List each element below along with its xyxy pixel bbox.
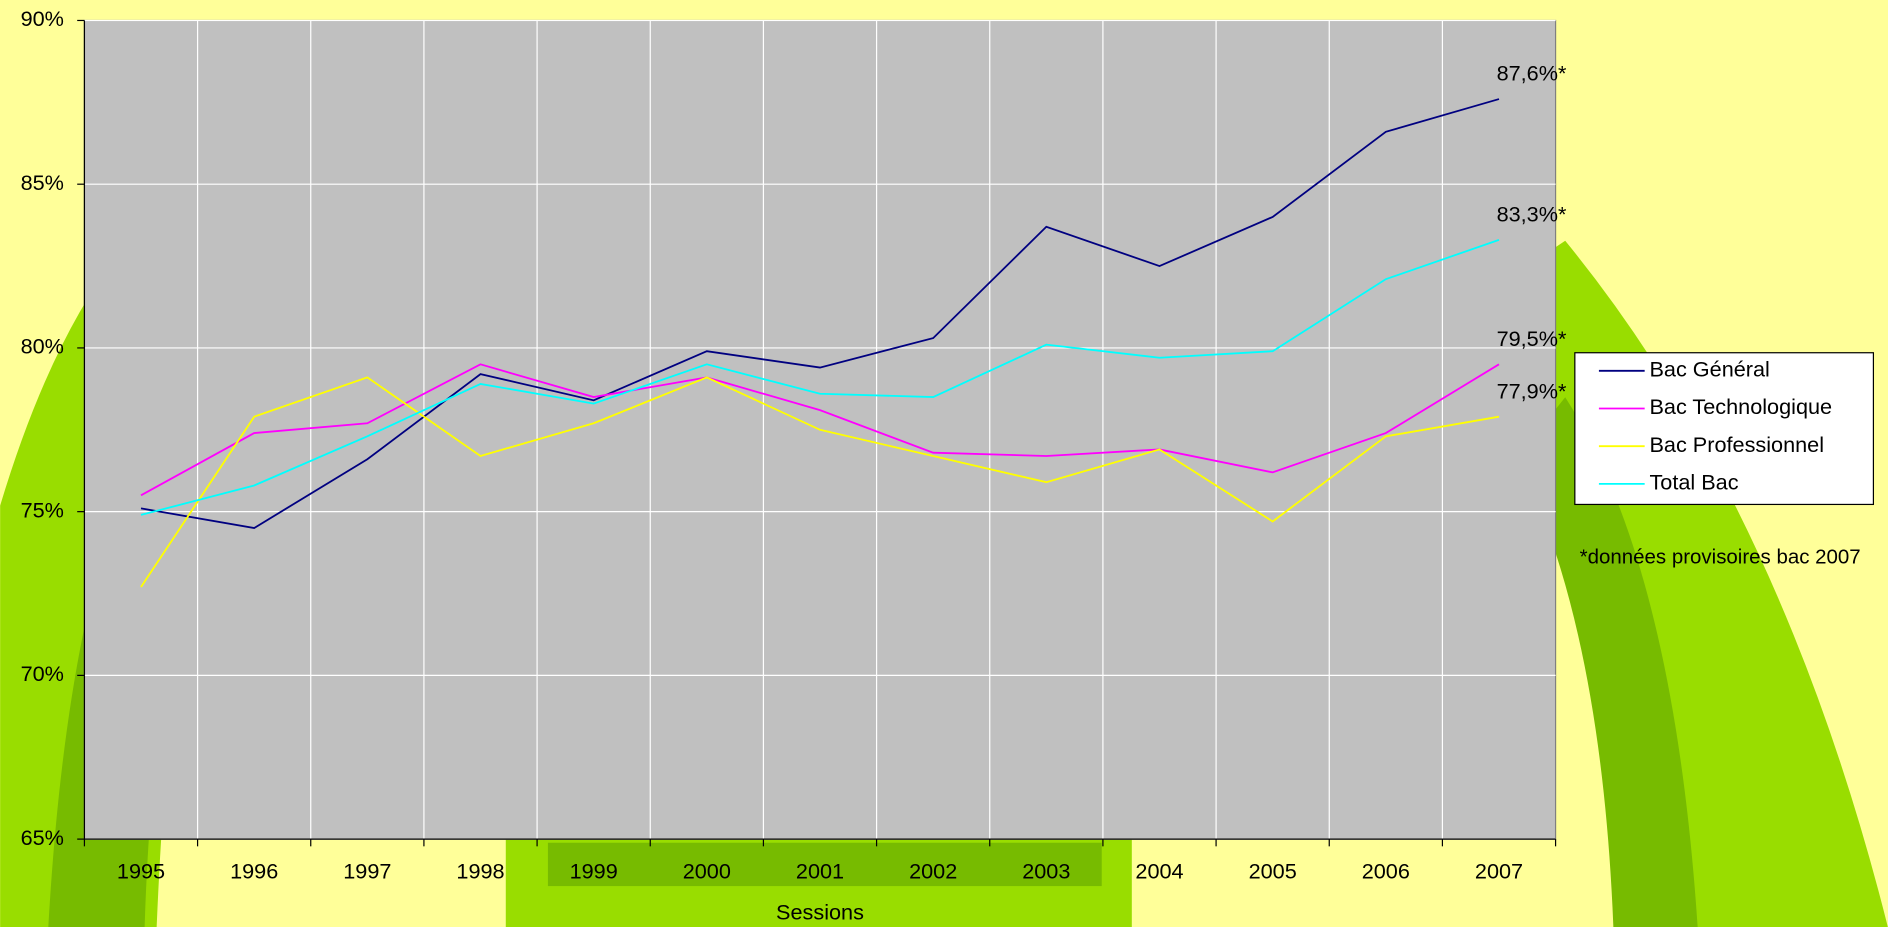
- legend-label: Total Bac: [1649, 470, 1738, 495]
- value-label: 83,3%*: [1497, 202, 1567, 227]
- x-tick-label: 2000: [683, 859, 731, 884]
- x-axis-label: Sessions: [776, 899, 864, 924]
- y-tick-label: 70%: [21, 661, 64, 686]
- chart: 65% 70% 75% 80% 85% 90% 1995 1996 1997 1998 1999 20…: [0, 0, 1888, 927]
- x-tick-label: 1996: [230, 859, 278, 884]
- x-tick-label: 1998: [456, 859, 504, 884]
- legend-label: Bac Professionnel: [1649, 432, 1824, 457]
- x-tick-label: 1995: [117, 859, 165, 884]
- note: *données provisoires bac 2007: [1580, 544, 1881, 570]
- x-tick-label: 2005: [1249, 859, 1297, 884]
- value-label: 79,5%*: [1497, 326, 1567, 351]
- value-label: 87,6%*: [1497, 61, 1567, 86]
- x-tick-label: 2001: [796, 859, 844, 884]
- x-tick-label: 2007: [1475, 859, 1523, 884]
- x-tick-label: 2002: [909, 859, 957, 884]
- x-tick-label: 2004: [1135, 859, 1183, 884]
- legend-label: Bac Technologique: [1649, 394, 1832, 419]
- x-tick-label: 2006: [1362, 859, 1410, 884]
- y-tick-label: 90%: [21, 6, 64, 31]
- note-box: *données provisoires bac 2007: [1580, 544, 1881, 616]
- legend-label: Bac Général: [1649, 357, 1769, 382]
- y-tick-label: 85%: [21, 170, 64, 195]
- x-tick-label: 1999: [570, 859, 618, 884]
- y-tick-label: 75%: [21, 497, 64, 522]
- y-tick-label: 80%: [21, 334, 64, 359]
- value-label: 77,9%*: [1497, 378, 1567, 403]
- x-tick-label: 1997: [343, 859, 391, 884]
- x-tick-label: 2003: [1022, 859, 1070, 884]
- y-tick-label: 65%: [21, 825, 64, 850]
